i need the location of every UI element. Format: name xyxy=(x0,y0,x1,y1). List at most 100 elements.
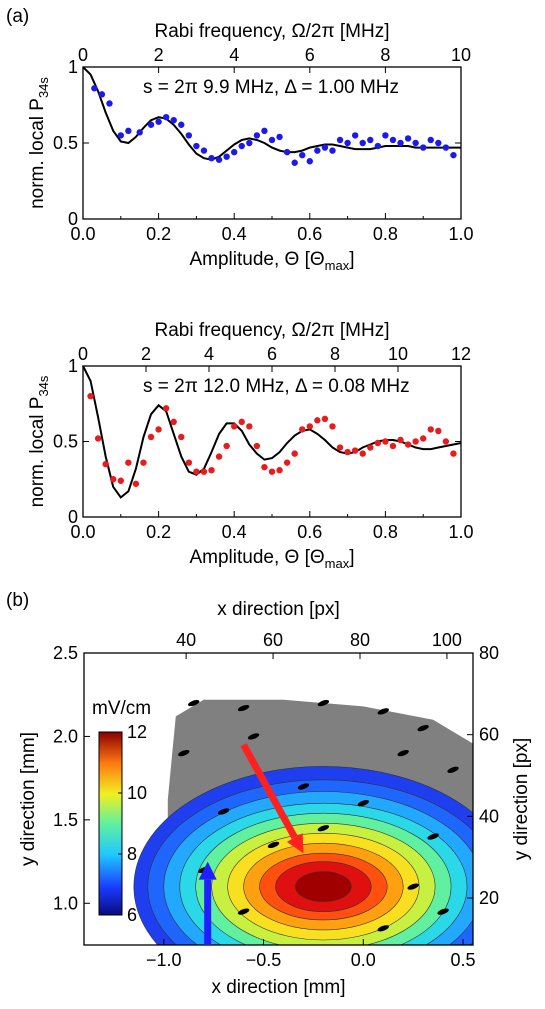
x-axis-label: Amplitude, Θ [Θmax] xyxy=(189,547,354,571)
data-point xyxy=(155,119,161,125)
data-point xyxy=(397,140,403,146)
map-x-axis-label: x direction [mm] xyxy=(211,977,345,998)
data-point xyxy=(412,140,418,146)
top-x-tick-label: 0 xyxy=(78,344,88,364)
data-point xyxy=(344,449,350,455)
data-point xyxy=(352,447,358,453)
data-point xyxy=(428,426,434,432)
y-axis-label-sub: 34s xyxy=(36,375,51,396)
data-point xyxy=(231,423,237,429)
data-point xyxy=(239,419,245,425)
top-x-tick-label: 6 xyxy=(305,45,315,65)
x-axis-label-main: Amplitude, Θ [Θ xyxy=(189,547,324,568)
data-point xyxy=(148,122,154,128)
y-tick-label: 1 xyxy=(68,356,78,376)
data-point xyxy=(314,417,320,423)
data-point xyxy=(254,132,260,138)
y-axis-label-main: norm. local P xyxy=(27,397,48,508)
data-point xyxy=(390,137,396,143)
x-axis-label: Amplitude, Θ [Θmax] xyxy=(189,249,354,273)
map-y-tick-label: 2.5 xyxy=(53,643,78,663)
data-point xyxy=(99,91,105,97)
map-x-tick-label: −0.5 xyxy=(246,950,282,970)
panel-label-b: (b) xyxy=(6,590,29,611)
data-point xyxy=(443,144,449,150)
map-x-tick-label: 0.5 xyxy=(451,950,476,970)
map-y-tick-label: 1.5 xyxy=(53,810,78,830)
data-point xyxy=(299,426,305,432)
data-point xyxy=(163,114,169,120)
data-point xyxy=(239,143,245,149)
data-point xyxy=(155,426,161,432)
data-point xyxy=(337,137,343,143)
x-tick-label: 0.8 xyxy=(373,224,398,244)
data-point xyxy=(137,129,143,135)
data-point xyxy=(367,137,373,143)
data-point xyxy=(216,157,222,163)
top-x-axis-label: Rabi frequency, Ω/2π [MHz] xyxy=(155,320,390,341)
data-point xyxy=(405,135,411,141)
data-point xyxy=(329,147,335,153)
map-x-tick-label: 0.0 xyxy=(351,950,376,970)
data-point xyxy=(178,434,184,440)
data-point xyxy=(118,132,124,138)
map-right-y-tick-label: 60 xyxy=(479,725,499,745)
data-point xyxy=(118,478,124,484)
rabi-chart-bottom: 0.0 0.2 0.4 0.6 0.8 1.0 0 2 4 6 8 10 12 0 0.5 1 Amplitud… xyxy=(27,320,474,571)
data-point xyxy=(246,140,252,146)
colorbar xyxy=(99,732,122,915)
panel-label-a: (a) xyxy=(6,6,29,27)
top-x-tick-label: 8 xyxy=(380,45,390,65)
data-point xyxy=(435,428,441,434)
data-point xyxy=(307,158,313,164)
map-x-tick-label: −1.0 xyxy=(146,950,182,970)
data-point xyxy=(382,438,388,444)
map-top-x-tick-label: 100 xyxy=(432,630,462,650)
x-axis-label-end: ] xyxy=(349,249,354,270)
y-axis-label-sub: 34s xyxy=(36,77,51,98)
data-point xyxy=(314,147,320,153)
x-tick-label: 0.2 xyxy=(146,522,171,542)
map-right-y-tick-label: 80 xyxy=(479,643,499,663)
y-tick-label: 0 xyxy=(68,507,78,527)
data-point xyxy=(171,117,177,123)
top-x-tick-label: 12 xyxy=(451,344,471,364)
x-tick-label: 0.4 xyxy=(222,224,247,244)
data-point xyxy=(329,423,335,429)
data-point xyxy=(216,453,222,459)
data-point xyxy=(91,85,97,91)
map-y-tick-label: 2.0 xyxy=(53,726,78,746)
colorbar-tick-label: 10 xyxy=(127,783,147,803)
data-point xyxy=(193,143,199,149)
data-point xyxy=(420,144,426,150)
colorbar-tick-label: 8 xyxy=(127,844,137,864)
data-point xyxy=(322,416,328,422)
x-tick-label: 0.6 xyxy=(297,522,322,542)
colorbar-tick-label: 12 xyxy=(127,722,147,742)
y-tick-label: 0 xyxy=(68,209,78,229)
data-point xyxy=(171,419,177,425)
data-point xyxy=(360,450,366,456)
data-point xyxy=(397,437,403,443)
data-point xyxy=(360,140,366,146)
colorbar-label: mV/cm xyxy=(92,698,151,719)
data-point xyxy=(367,444,373,450)
data-point xyxy=(125,459,131,465)
x-tick-label: 1.0 xyxy=(448,522,473,542)
data-point xyxy=(276,467,282,473)
x-tick-label: 0.2 xyxy=(146,224,171,244)
data-point xyxy=(450,152,456,158)
data-point xyxy=(261,128,267,134)
x-axis-label-end: ] xyxy=(349,547,354,568)
x-tick-label: 0.8 xyxy=(373,522,398,542)
data-point xyxy=(428,137,434,143)
data-point xyxy=(163,405,169,411)
data-point xyxy=(390,443,396,449)
map-top-x-tick-label: 60 xyxy=(263,630,283,650)
y-axis-label-main: norm. local P xyxy=(27,98,48,209)
data-point xyxy=(125,128,131,134)
map-y-axis-label: y direction [mm] xyxy=(18,732,39,866)
data-point xyxy=(95,435,101,441)
top-x-axis-label: Rabi frequency, Ω/2π [MHz] xyxy=(155,21,390,42)
data-point xyxy=(186,132,192,138)
